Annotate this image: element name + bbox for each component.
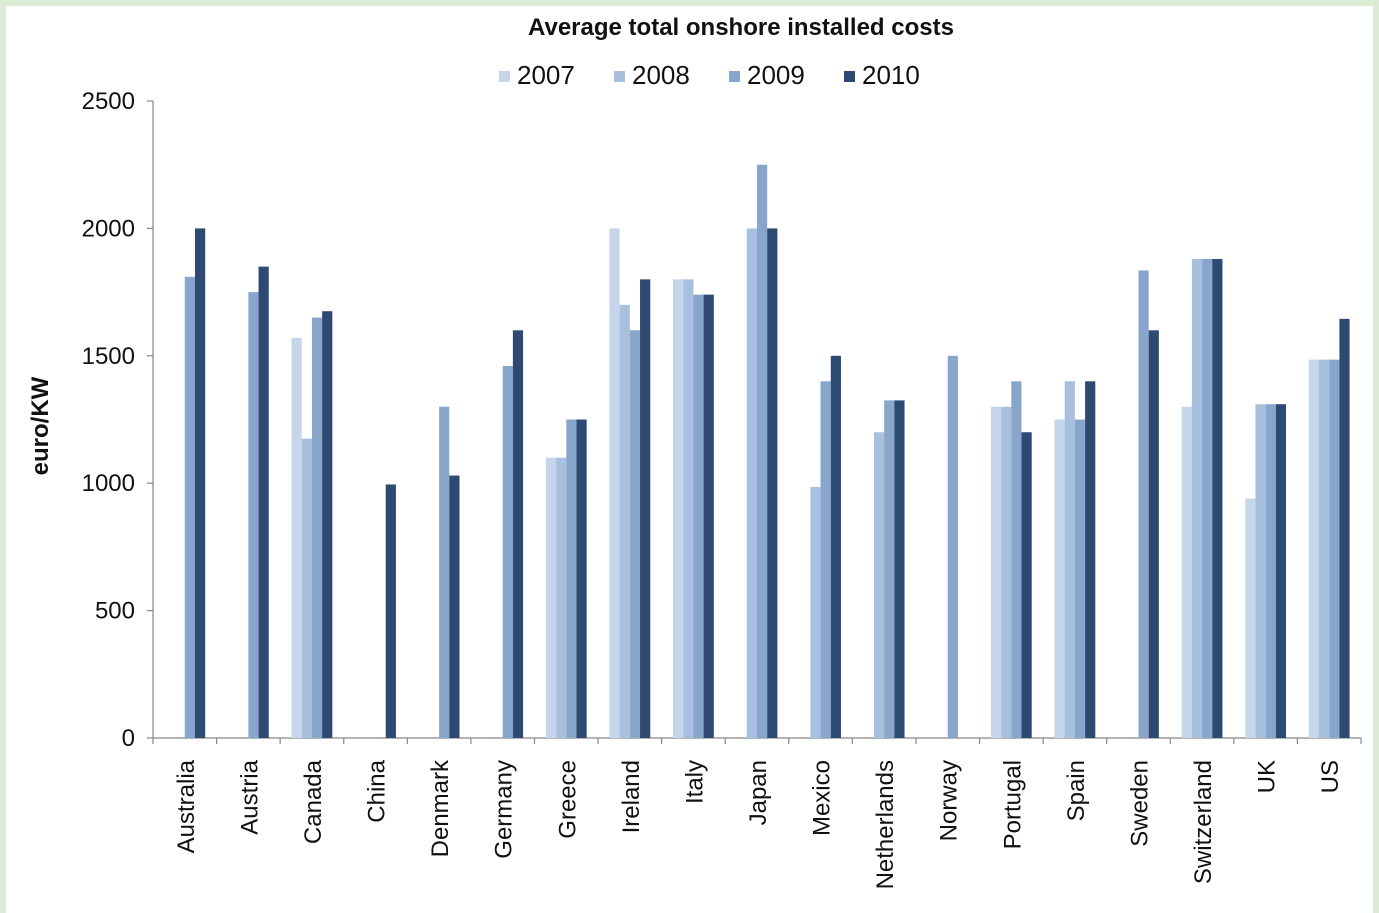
- bar-netherlands-2009: [884, 400, 895, 738]
- y-tick-label: 0: [122, 725, 135, 752]
- bar-switzerland-2007: [1181, 406, 1192, 738]
- bar-denmark-2010: [449, 475, 460, 738]
- x-tick-label: Greece: [554, 760, 581, 839]
- legend-label-2009: 2009: [747, 60, 805, 90]
- bar-japan-2009: [757, 164, 768, 738]
- legend-swatch-2009: [729, 71, 740, 82]
- bar-sweden-2010: [1148, 330, 1159, 738]
- bar-uk-2008: [1255, 404, 1266, 738]
- bar-mexico-2009: [820, 381, 831, 738]
- y-tick-label: 2000: [82, 215, 135, 242]
- bar-ireland-2010: [640, 279, 651, 738]
- legend-swatch-2007: [499, 71, 510, 82]
- bar-portugal-2010: [1021, 432, 1032, 738]
- y-axis: 0 500 1000 1500 2000 2500: [82, 88, 154, 752]
- bar-mexico-2010: [830, 355, 841, 738]
- legend-swatch-2010: [844, 71, 855, 82]
- bar-denmark-2009: [439, 406, 450, 738]
- legend-label-2008: 2008: [632, 60, 690, 90]
- bar-canada-2009: [311, 317, 323, 738]
- x-tick-label: Canada: [300, 759, 327, 844]
- bar-canada-2010: [322, 311, 333, 738]
- bar-australia-2010: [194, 228, 206, 738]
- bar-mexico-2008: [810, 487, 821, 738]
- bar-netherlands-2008: [873, 432, 885, 738]
- x-tick-label: Netherlands: [872, 760, 899, 889]
- x-tick-label: Germany: [491, 760, 518, 859]
- bar-spain-2009: [1074, 419, 1086, 738]
- bar-portugal-2008: [1001, 406, 1012, 738]
- y-tick-label: 1000: [82, 470, 135, 497]
- bar-switzerland-2009: [1202, 258, 1213, 738]
- x-tick-label: Switzerland: [1190, 760, 1217, 884]
- y-tick-label: 2500: [82, 88, 135, 115]
- x-tick-label: US: [1317, 760, 1344, 793]
- bar-us-2007: [1308, 359, 1320, 738]
- bar-italy-2010: [703, 294, 714, 738]
- x-tick-label: Japan: [745, 760, 772, 825]
- bar-uk-2010: [1275, 404, 1287, 738]
- x-tick-label: Australia: [173, 759, 200, 853]
- legend-swatch-2008: [614, 71, 625, 82]
- bar-italy-2008: [683, 279, 694, 738]
- x-tick-label: Norway: [936, 760, 963, 841]
- bar-greece-2010: [576, 419, 587, 738]
- bar-chart: Average total onshore installed costs 20…: [27, 14, 1362, 889]
- bar-portugal-2007: [990, 406, 1002, 738]
- bar-ireland-2008: [619, 304, 630, 738]
- bar-netherlands-2010: [894, 400, 905, 738]
- y-tick-label: 500: [95, 598, 135, 625]
- bar-spain-2007: [1054, 419, 1065, 738]
- x-tick-label: Mexico: [809, 760, 836, 836]
- bar-canada-2007: [291, 337, 302, 738]
- bar-canada-2008: [301, 438, 312, 738]
- bar-austria-2009: [248, 292, 259, 738]
- bar-austria-2010: [258, 266, 269, 738]
- bar-greece-2007: [545, 457, 557, 738]
- bar-uk-2007: [1245, 498, 1256, 738]
- bar-switzerland-2010: [1212, 258, 1223, 738]
- bar-germany-2010: [512, 330, 524, 738]
- x-tick-label: Portugal: [999, 760, 1026, 849]
- bar-japan-2010: [767, 228, 778, 738]
- x-tick-label: Denmark: [427, 759, 454, 857]
- bar-greece-2008: [556, 457, 567, 738]
- chart-title: Average total onshore installed costs: [528, 14, 954, 41]
- bars: [184, 164, 1350, 738]
- x-tick-label: Spain: [1063, 760, 1090, 821]
- legend-label-2007: 2007: [517, 60, 575, 90]
- bar-switzerland-2008: [1191, 258, 1203, 738]
- x-tick-label: Italy: [681, 760, 708, 804]
- bar-germany-2009: [502, 365, 513, 738]
- x-tick-label: China: [364, 759, 391, 822]
- bar-greece-2009: [566, 419, 577, 738]
- chart-frame: Average total onshore installed costs 20…: [6, 6, 1373, 913]
- legend: 2007 2008 2009 2010: [499, 60, 920, 90]
- x-tick-label: Austria: [236, 759, 263, 834]
- bar-sweden-2009: [1138, 270, 1149, 738]
- y-tick-label: 1500: [82, 343, 135, 370]
- bar-japan-2008: [746, 228, 757, 738]
- x-tick-label: Sweden: [1126, 760, 1153, 847]
- bar-ireland-2009: [629, 330, 641, 738]
- y-axis-label: euro/KW: [27, 376, 54, 475]
- bar-us-2008: [1319, 359, 1330, 738]
- x-axis: Australia Austria Canada China Denmark German…: [152, 737, 1362, 889]
- x-tick-label: Ireland: [618, 760, 645, 833]
- bar-uk-2009: [1265, 404, 1276, 738]
- bar-norway-2009: [947, 355, 958, 738]
- bar-spain-2008: [1064, 381, 1075, 738]
- x-tick-label: UK: [1254, 760, 1281, 793]
- legend-label-2010: 2010: [862, 60, 920, 90]
- bar-spain-2010: [1085, 381, 1096, 738]
- bar-italy-2009: [693, 294, 704, 738]
- bar-portugal-2009: [1011, 381, 1022, 738]
- bar-italy-2007: [673, 279, 684, 738]
- bar-us-2010: [1339, 318, 1350, 738]
- bar-ireland-2007: [609, 228, 620, 738]
- bar-china-2010: [385, 484, 396, 738]
- bar-australia-2009: [184, 276, 195, 738]
- bar-us-2009: [1329, 359, 1340, 738]
